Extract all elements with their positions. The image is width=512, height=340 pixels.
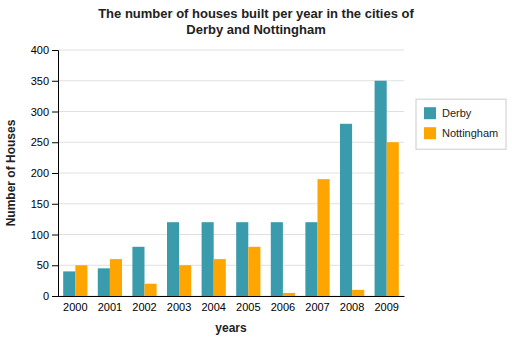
tick-label: 2008 — [340, 301, 364, 313]
tick-label: 200 — [31, 167, 49, 179]
tick: 2009 — [374, 296, 398, 313]
tick-label: 0 — [43, 290, 49, 302]
tick: 0 — [43, 290, 58, 302]
grid-line — [58, 234, 404, 235]
x-axis: 2000 2001 2002 2003 2004 2005 2006 2007 2008 2009 — [59, 296, 405, 313]
tick-mark — [52, 173, 58, 174]
tick-label: 2007 — [305, 301, 329, 313]
tick: 2006 — [271, 296, 295, 313]
tick-label: 400 — [31, 44, 49, 56]
tick-mark — [52, 112, 58, 113]
tick-mark — [52, 296, 58, 297]
axis-line — [59, 296, 405, 297]
tick: 2008 — [340, 296, 364, 313]
tick-label: 2006 — [271, 301, 295, 313]
bar — [75, 265, 87, 296]
tick-mark — [52, 50, 58, 51]
tick: 2005 — [236, 296, 260, 313]
bar — [283, 293, 295, 296]
chart-container: The number of houses built per year in t… — [0, 0, 512, 340]
bar — [248, 247, 260, 296]
bar — [352, 290, 364, 296]
grid-line — [58, 203, 404, 204]
bar — [202, 222, 214, 296]
tick-label: 2005 — [236, 301, 260, 313]
axis-line — [52, 51, 59, 297]
bar — [236, 222, 248, 296]
tick-label: 2003 — [167, 301, 191, 313]
tick: 50 — [37, 259, 58, 271]
bar — [167, 222, 179, 296]
legend-item: Nottingham — [424, 127, 498, 139]
legend-label: Nottingham — [442, 127, 498, 139]
tick-label: 2002 — [132, 301, 156, 313]
tick-mark — [52, 204, 58, 205]
bar — [340, 124, 352, 296]
tick-label: 2009 — [374, 301, 398, 313]
tick-label: 300 — [31, 106, 49, 118]
bar — [110, 259, 122, 296]
legend: Derby Nottingham — [416, 99, 506, 149]
tick-label: 100 — [31, 229, 49, 241]
bar — [271, 222, 283, 296]
tick-mark — [52, 142, 58, 143]
grid — [58, 50, 404, 296]
tick-label: 150 — [31, 198, 49, 210]
tick-mark — [52, 81, 58, 82]
bar — [132, 247, 144, 296]
title: The number of houses built per year in t… — [98, 6, 414, 37]
x-axis-title: years — [215, 321, 247, 335]
bar — [305, 222, 317, 296]
tick-label: 250 — [31, 136, 49, 148]
tick: 150 — [31, 198, 58, 210]
tick-label: 2004 — [201, 301, 225, 313]
legend-item: Derby — [424, 107, 472, 119]
tick: 100 — [31, 229, 58, 241]
bar — [98, 268, 110, 296]
tick-label: 2000 — [63, 301, 87, 313]
bars — [63, 81, 399, 296]
bar-series — [63, 81, 387, 296]
tick: 200 — [31, 167, 58, 179]
tick-label: 50 — [37, 259, 49, 271]
legend-frame — [416, 99, 506, 149]
bar — [375, 81, 387, 296]
bar — [145, 284, 157, 296]
legend-label: Derby — [442, 107, 472, 119]
tick-mark — [52, 235, 58, 236]
tick: 2007 — [305, 296, 329, 313]
tick: 2000 — [63, 296, 87, 313]
grid-line — [58, 173, 404, 174]
legend-swatch — [424, 127, 436, 139]
legend-swatch — [424, 107, 436, 119]
tick: 300 — [31, 106, 58, 118]
bar — [387, 142, 399, 296]
bar — [179, 265, 191, 296]
grid-line — [58, 111, 404, 112]
tick: 400 — [31, 44, 58, 56]
grid-line — [58, 80, 404, 81]
bar — [214, 259, 226, 296]
tick-label: 350 — [31, 75, 49, 87]
tick: 2002 — [132, 296, 156, 313]
chart: The number of houses built per year in t… — [0, 0, 512, 340]
y-axis-title: Number of Houses — [4, 119, 18, 226]
plot: 0 50 100 150 200 250 300 350 400 2000 2001 2002 2003… — [31, 44, 405, 313]
y-axis: 0 50 100 150 200 250 300 350 400 — [31, 44, 59, 302]
bar-series — [75, 142, 399, 296]
tick: 250 — [31, 136, 58, 148]
grid-line — [58, 50, 404, 51]
bar — [63, 271, 75, 296]
grid-line — [58, 142, 404, 143]
tick: 2003 — [167, 296, 191, 313]
tick: 2001 — [98, 296, 122, 313]
bar — [318, 179, 330, 296]
tick-mark — [52, 265, 58, 266]
tick-label: 2001 — [98, 301, 122, 313]
tick: 350 — [31, 75, 58, 87]
tick: 2004 — [201, 296, 225, 313]
